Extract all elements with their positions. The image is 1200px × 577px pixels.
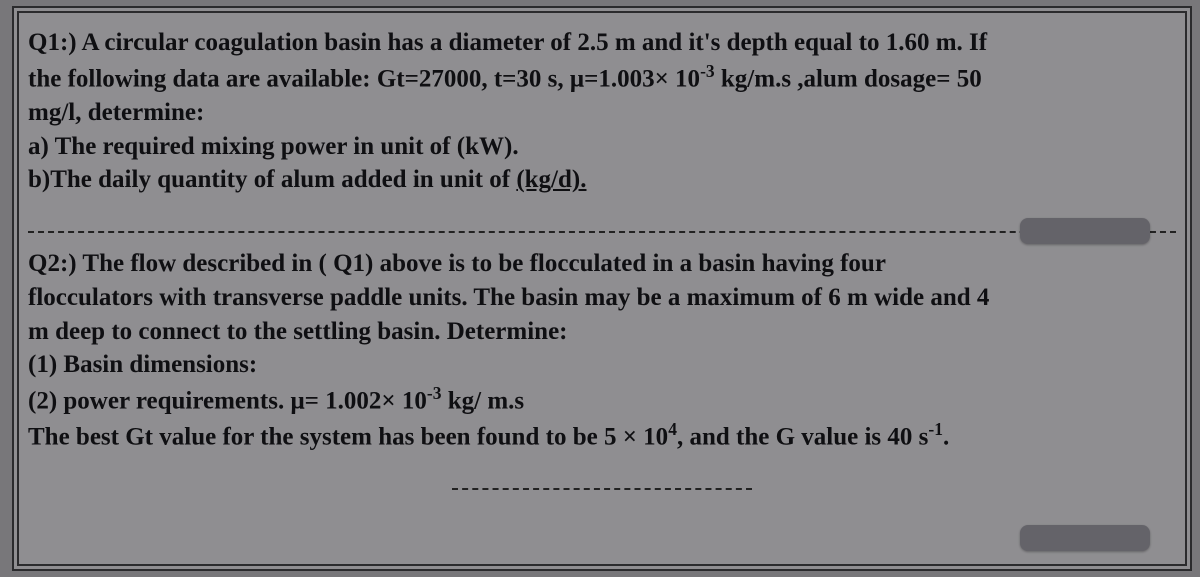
q1-b-under: (kg/d). [516,166,586,193]
q2-line2: flocculators with transverse paddle unit… [28,284,989,311]
q2-item2a: (2) power requirements. μ= 1.002× 10 [28,387,427,414]
q1-a: a) The required mixing power in unit of … [28,133,519,160]
q2-item2b: kg/ m.s [441,387,524,414]
q2-line6b: , and the G value is 40 s [677,423,928,450]
separator-dashed-bottom [452,488,752,490]
redaction-mark-2 [1020,525,1150,551]
q2-line1: Q2:) The flow described in ( Q1) above i… [28,250,886,277]
question-1: Q1:) A circular coagulation basin has a … [28,26,1176,197]
q2-item2-sup: -3 [427,383,442,403]
q2-line6-sup2: -1 [928,419,943,439]
q1-line1: Q1:) A circular coagulation basin has a … [28,29,987,56]
question-2: Q2:) The flow described in ( Q1) above i… [28,247,1176,454]
q1-b-pre: b)The daily quantity of alum added in un… [28,166,516,193]
q2-line6c: . [943,423,949,450]
document-page: Q1:) A circular coagulation basin has a … [12,6,1192,571]
q1-line3: mg/l, determine: [28,99,204,126]
separator-dashed [28,231,1176,233]
q2-line3: m deep to connect to the settling basin.… [28,318,568,345]
q2-line6a: The best Gt value for the system has bee… [28,423,668,450]
redaction-mark-1 [1020,218,1150,244]
q2-item1: (1) Basin dimensions: [28,351,257,378]
q1-line2b: kg/m.s ,alum dosage= 50 [715,65,982,92]
q1-line2-sup: -3 [700,61,715,81]
q1-line2a: the following data are available: Gt=270… [28,65,700,92]
q2-line6-sup1: 4 [668,419,677,439]
